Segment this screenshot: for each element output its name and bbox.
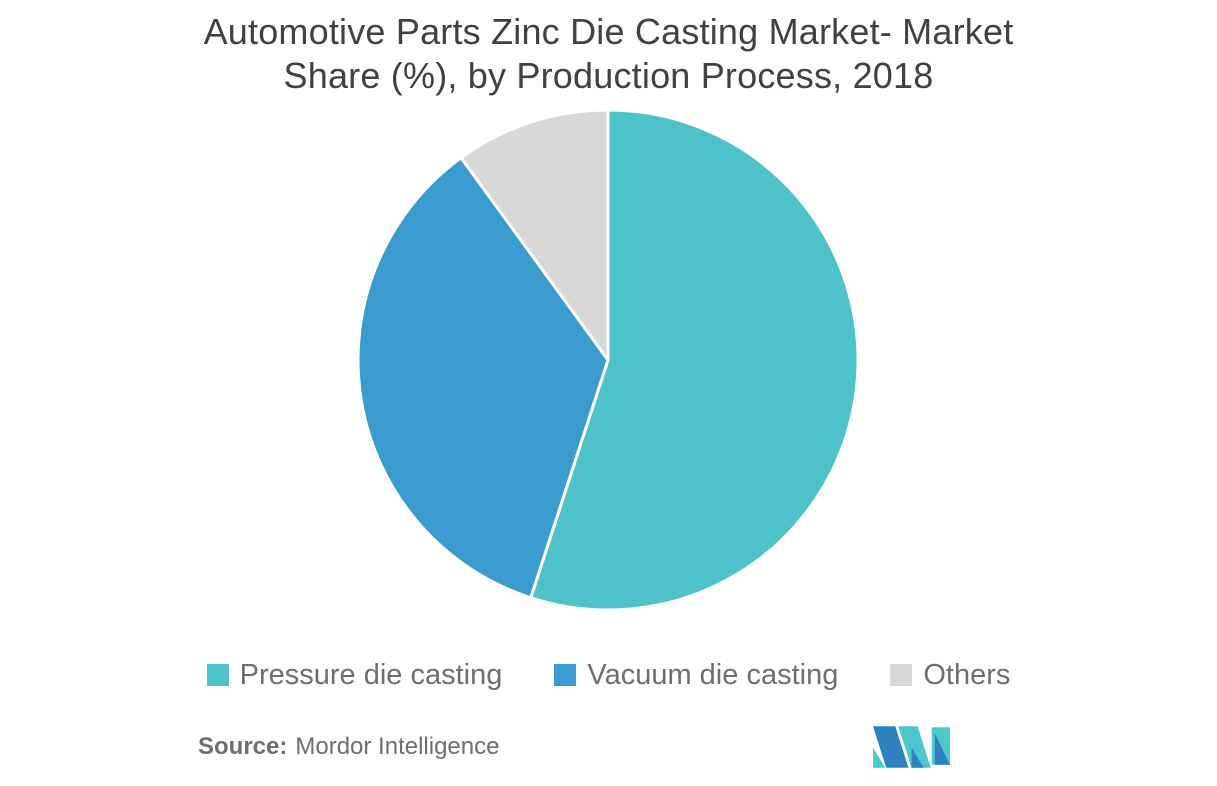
- chart-title-line1: Automotive Parts Zinc Die Casting Market…: [203, 11, 1014, 52]
- legend: Pressure die casting Vacuum die casting Ot…: [0, 659, 1217, 691]
- pie-slice-others: [459, 108, 610, 362]
- legend-swatch: [890, 664, 913, 686]
- pie-slice-vacuum-die-casting: [356, 156, 610, 600]
- legend-label: Vacuum die casting: [587, 659, 839, 691]
- logo-i-block-diagonal: [934, 733, 950, 765]
- legend-label: Pressure die casting: [239, 659, 503, 691]
- logo-m-middle-notch: [911, 747, 924, 768]
- chart-title-line2: Share (%), by Production Process, 2018: [283, 55, 934, 96]
- logo-m-middle-stroke: [898, 726, 931, 768]
- legend-item-others: Others: [890, 659, 1010, 691]
- legend-swatch: [206, 664, 229, 686]
- logo-m-left-foot: [873, 747, 886, 768]
- pie-chart: [356, 108, 860, 612]
- chart-title: Automotive Parts Zinc Die Casting Market…: [0, 10, 1217, 98]
- source-note: Source: Mordor Intelligence: [198, 733, 499, 761]
- pie-slice-pressure-die-casting: [529, 108, 860, 612]
- source-label: Source:: [198, 733, 288, 760]
- legend-swatch: [554, 664, 577, 686]
- logo-m-left-stroke: [873, 726, 909, 768]
- source-text: Mordor Intelligence: [295, 733, 500, 760]
- legend-label: Others: [923, 659, 1011, 691]
- legend-item-vacuum-die-casting: Vacuum die casting: [554, 659, 838, 691]
- mordor-intelligence-logo: [873, 726, 950, 768]
- legend-item-pressure-die-casting: Pressure die casting: [206, 659, 503, 691]
